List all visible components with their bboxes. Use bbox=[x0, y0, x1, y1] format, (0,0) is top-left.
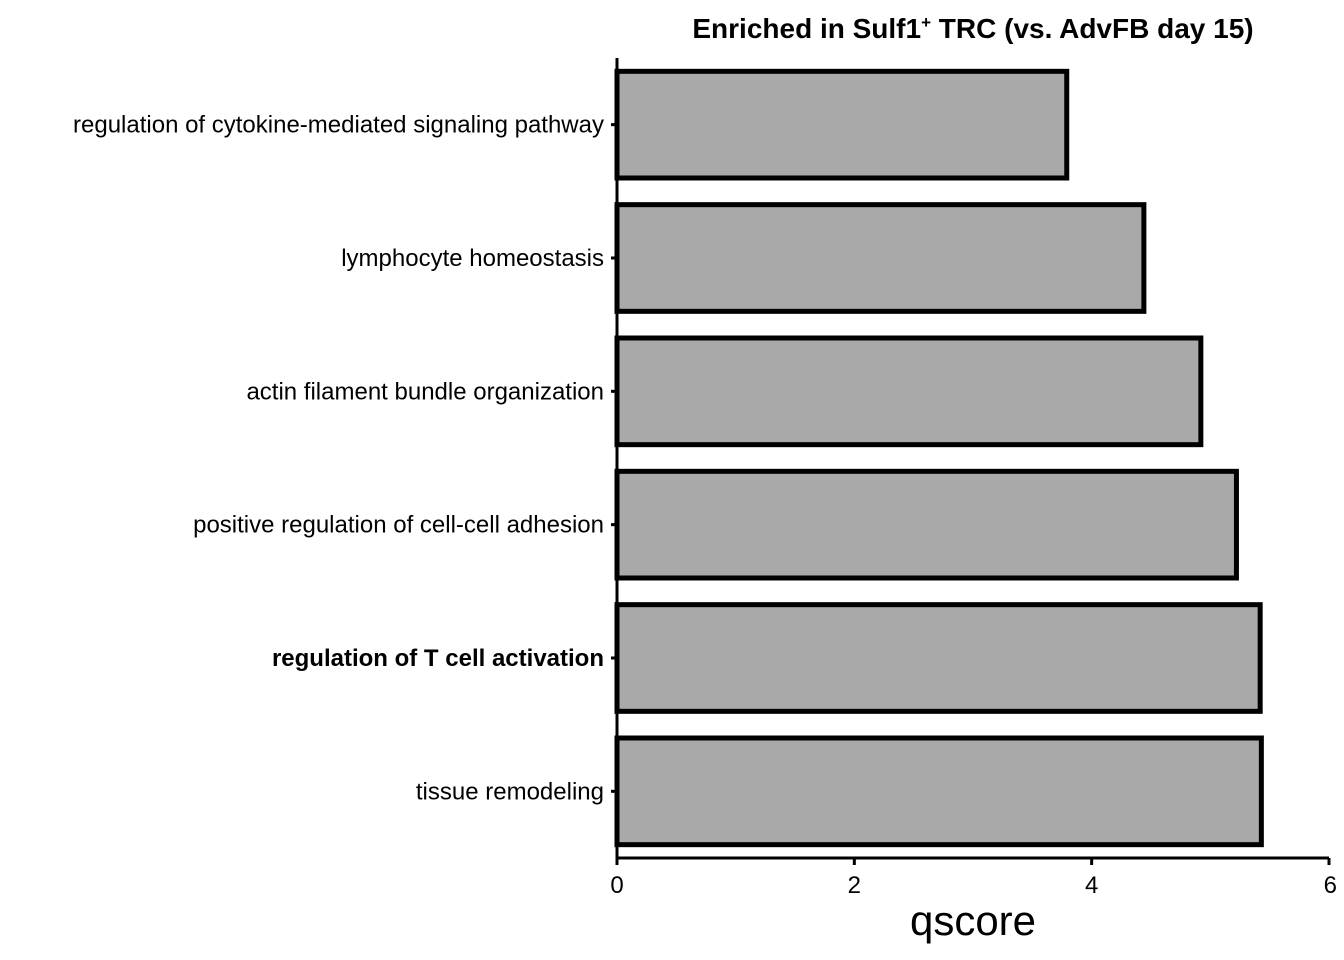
bar-2 bbox=[614, 202, 1147, 314]
category-label: tissue remodeling bbox=[416, 778, 604, 805]
bar-3 bbox=[614, 335, 1204, 448]
x-axis-ticks: 0 2 4 6 bbox=[610, 858, 1337, 899]
category-label: positive regulation of cell-cell adhesio… bbox=[193, 512, 604, 539]
x-tick-label: 0 bbox=[610, 872, 623, 899]
chart-title-main: Enriched in Sulf1 bbox=[692, 13, 921, 44]
chart-title-superscript: + bbox=[921, 13, 931, 32]
x-tick-label: 6 bbox=[1324, 872, 1337, 899]
category-label: actin filament bundle organization bbox=[246, 378, 604, 405]
bar-4 bbox=[614, 468, 1239, 581]
category-label: regulation of cytokine-mediated signalin… bbox=[73, 112, 604, 139]
category-label: lymphocyte homeostasis bbox=[341, 245, 604, 272]
x-tick-label: 4 bbox=[1085, 872, 1098, 899]
chart-title: Enriched in Sulf1+ TRC (vs. AdvFB day 15… bbox=[692, 13, 1253, 44]
bars-group bbox=[614, 68, 1264, 848]
bar-1 bbox=[614, 68, 1070, 181]
bar-6 bbox=[614, 735, 1264, 848]
category-label: regulation of T cell activation bbox=[272, 645, 604, 672]
bar-5 bbox=[614, 602, 1263, 714]
x-tick-label: 2 bbox=[848, 872, 861, 899]
x-axis-title: qscore bbox=[910, 897, 1036, 944]
category-labels: regulation of cytokine-mediated signalin… bbox=[73, 112, 617, 805]
chart-title-suffix: TRC (vs. AdvFB day 15) bbox=[931, 13, 1254, 44]
